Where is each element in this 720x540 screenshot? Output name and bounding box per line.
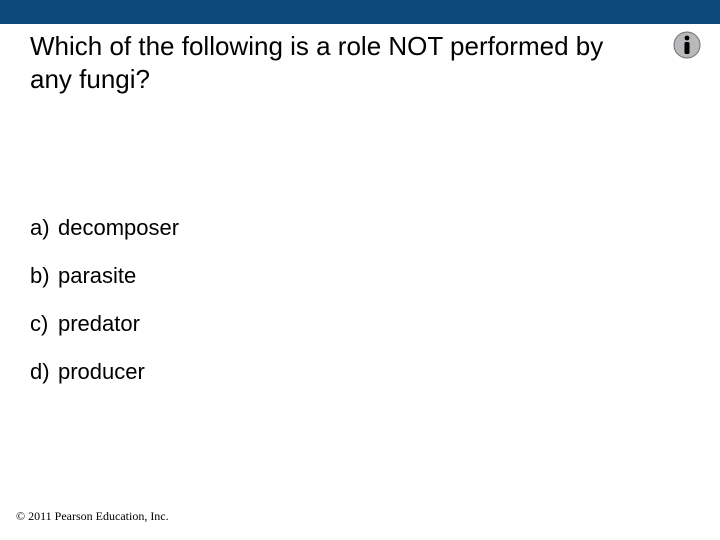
option-a: a) decomposer: [30, 215, 690, 241]
option-b: b) parasite: [30, 263, 690, 289]
question-block: Which of the following is a role NOT per…: [0, 24, 650, 95]
option-text: predator: [58, 311, 140, 337]
option-letter: d): [30, 359, 58, 385]
option-text: parasite: [58, 263, 136, 289]
question-text: Which of the following is a role NOT per…: [30, 30, 620, 95]
info-icon: [672, 30, 702, 60]
option-letter: a): [30, 215, 58, 241]
option-d: d) producer: [30, 359, 690, 385]
options-list: a) decomposer b) parasite c) predator d)…: [0, 215, 720, 385]
option-c: c) predator: [30, 311, 690, 337]
option-letter: c): [30, 311, 58, 337]
slide-header-bar: [0, 0, 720, 24]
option-text: producer: [58, 359, 145, 385]
copyright-footer: © 2011 Pearson Education, Inc.: [16, 509, 169, 524]
option-text: decomposer: [58, 215, 179, 241]
option-letter: b): [30, 263, 58, 289]
